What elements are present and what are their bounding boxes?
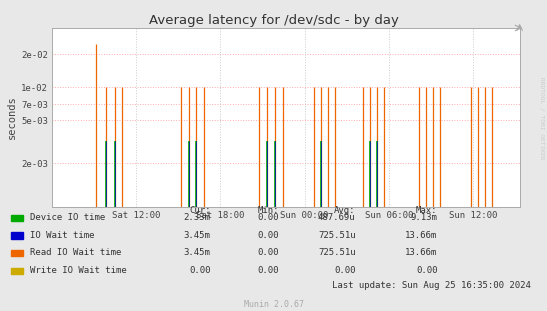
Text: Munin 2.0.67: Munin 2.0.67 — [243, 300, 304, 309]
Text: Min:: Min: — [258, 207, 279, 215]
Text: 13.66m: 13.66m — [405, 231, 438, 239]
Text: 0.00: 0.00 — [258, 248, 279, 257]
Text: 0.00: 0.00 — [258, 266, 279, 275]
Text: 13.66m: 13.66m — [405, 248, 438, 257]
Y-axis label: seconds: seconds — [7, 95, 17, 139]
Text: Last update: Sun Aug 25 16:35:00 2024: Last update: Sun Aug 25 16:35:00 2024 — [331, 281, 531, 290]
Text: Avg:: Avg: — [334, 207, 356, 215]
Text: 487.69u: 487.69u — [318, 213, 356, 222]
Text: 0.00: 0.00 — [258, 231, 279, 239]
Text: Write IO Wait time: Write IO Wait time — [30, 266, 126, 275]
Text: Cur:: Cur: — [189, 207, 211, 215]
Text: RRDTOOL / TOBI OETIKER: RRDTOOL / TOBI OETIKER — [539, 77, 544, 160]
Text: 2.33m: 2.33m — [184, 213, 211, 222]
Text: 725.51u: 725.51u — [318, 231, 356, 239]
Text: IO Wait time: IO Wait time — [30, 231, 94, 239]
Text: 0.00: 0.00 — [334, 266, 356, 275]
Text: 0.00: 0.00 — [258, 213, 279, 222]
Text: 3.45m: 3.45m — [184, 231, 211, 239]
Text: 0.00: 0.00 — [189, 266, 211, 275]
Text: 725.51u: 725.51u — [318, 248, 356, 257]
Text: 9.13m: 9.13m — [411, 213, 438, 222]
Text: Device IO time: Device IO time — [30, 213, 105, 222]
Text: Average latency for /dev/sdc - by day: Average latency for /dev/sdc - by day — [149, 14, 398, 27]
Text: Max:: Max: — [416, 207, 438, 215]
Text: Read IO Wait time: Read IO Wait time — [30, 248, 121, 257]
Text: 0.00: 0.00 — [416, 266, 438, 275]
Text: 3.45m: 3.45m — [184, 248, 211, 257]
